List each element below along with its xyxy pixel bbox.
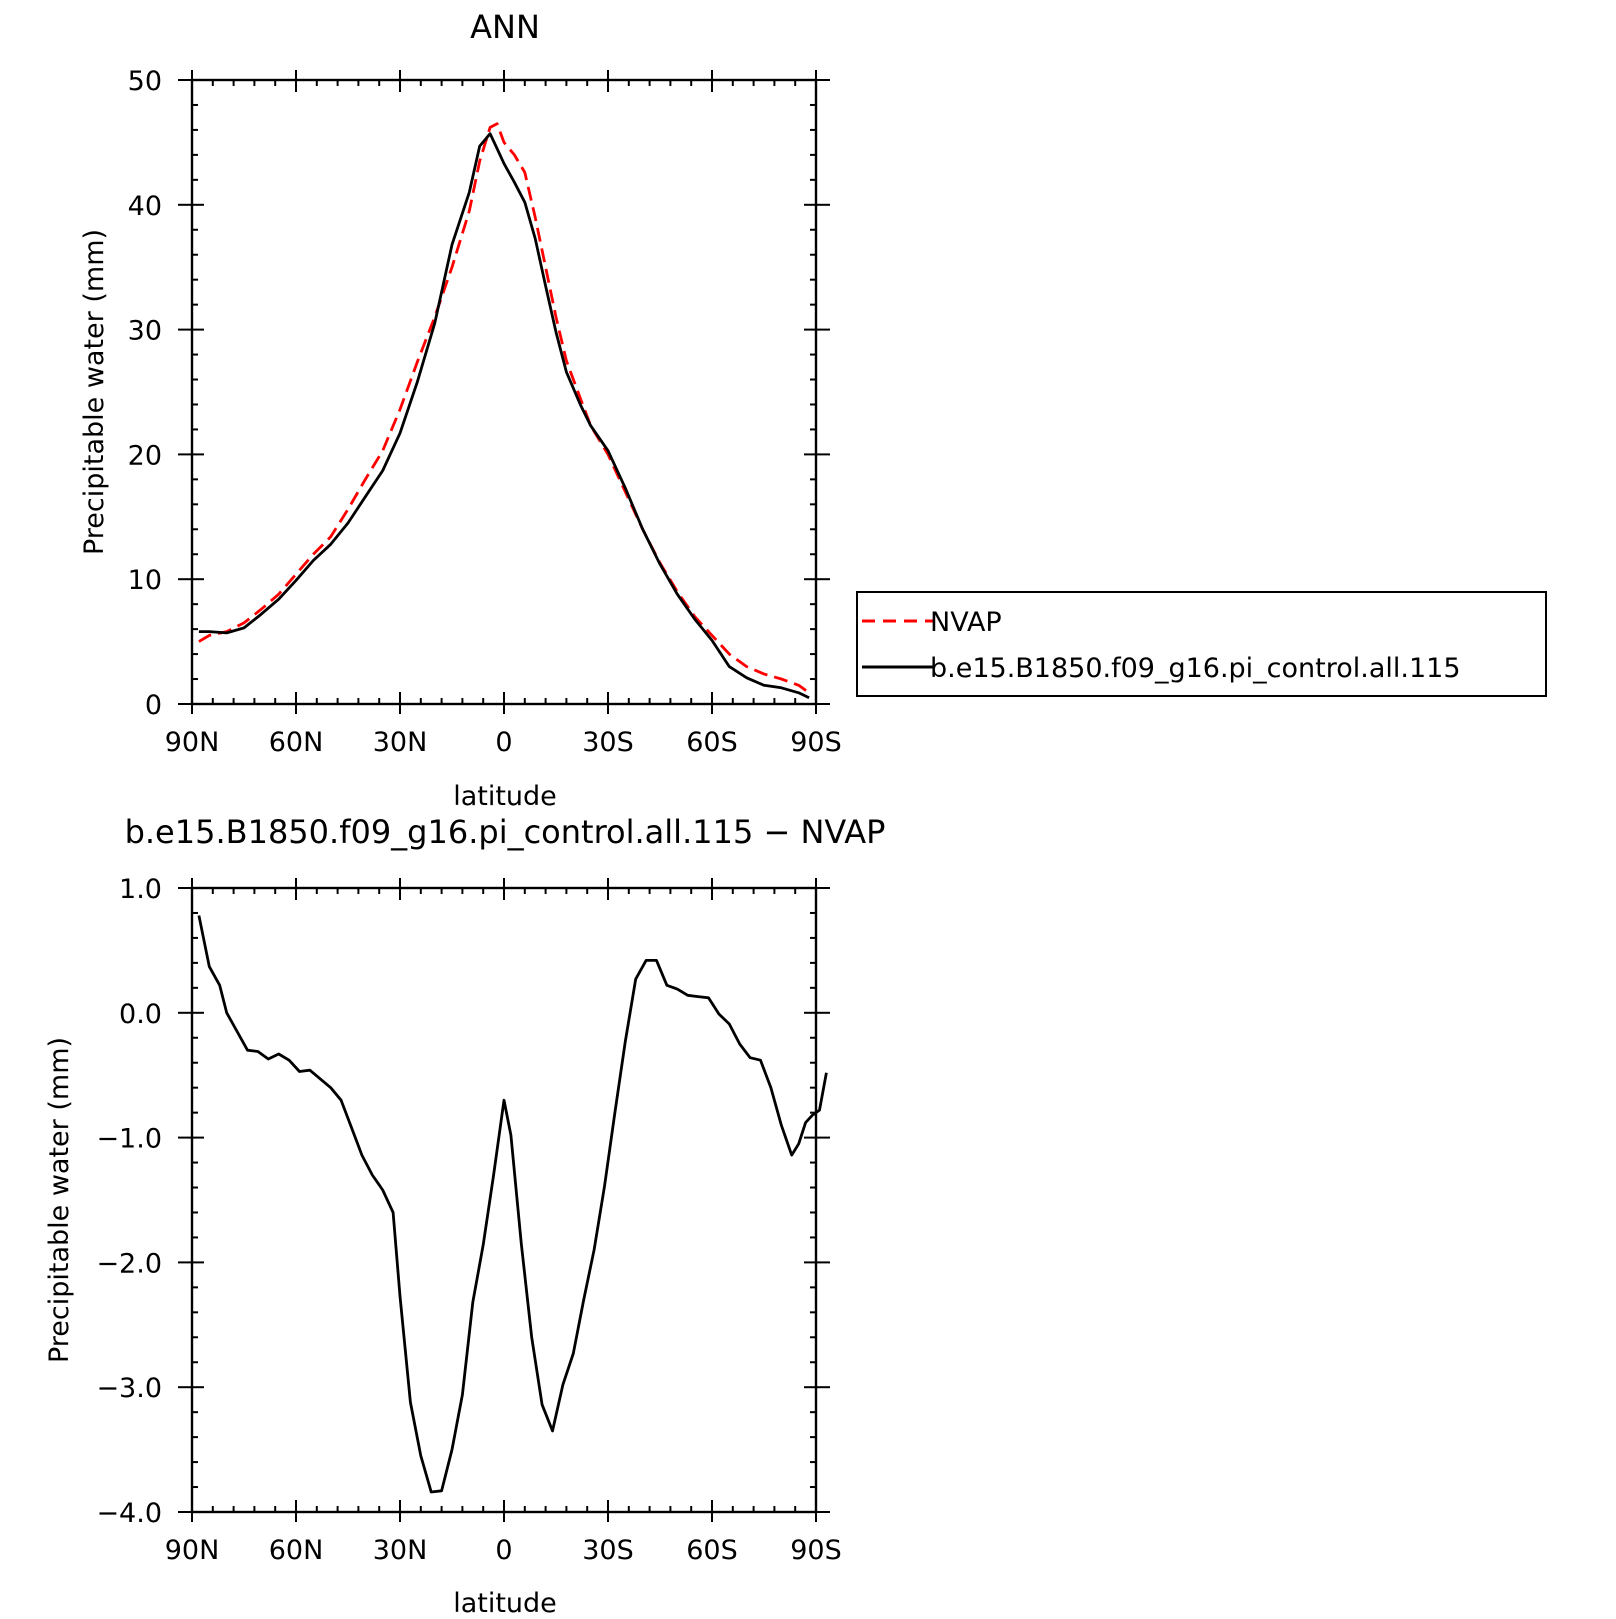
bottom-x-tick-label: 90S: [790, 1535, 842, 1566]
top-x-tick-label: 90N: [165, 727, 220, 758]
top-series-line-0: [198, 122, 810, 694]
bottom-y-tick-label: −4.0: [96, 1498, 162, 1529]
top-x-tick-labels: 90N 60N 30N 0 30S 60S 90S: [165, 727, 842, 758]
bottom-y-tick-label: −2.0: [96, 1248, 162, 1279]
top-axis-ticks: [178, 70, 830, 714]
legend-label-model: b.e15.B1850.f09_g16.pi_control.all.115: [930, 653, 1461, 684]
top-x-tick-label: 30N: [373, 727, 428, 758]
top-x-tick-label: 60S: [686, 727, 738, 758]
top-plot-frame: [190, 78, 818, 706]
top-y-tick-label: 10: [128, 565, 162, 596]
bottom-y-tick-label: 0.0: [119, 999, 162, 1030]
bottom-x-tick-label: 60S: [686, 1535, 738, 1566]
bottom-series-line-0: [197, 915, 828, 1494]
top-series-lines: [198, 122, 810, 700]
bottom-y-tick-label: 1.0: [119, 874, 162, 905]
top-x-tick-label: 60N: [269, 727, 324, 758]
bottom-axis-ticks: [178, 878, 830, 1522]
top-x-tick-label: 0: [495, 727, 512, 758]
top-panel: ANN 90N 60N 30N 0 30S 60S 90S 0 10 20 30 40 50 lati…: [79, 8, 1547, 812]
top-y-tick-label: 40: [128, 191, 162, 222]
bottom-y-axis-title: Precipitable water (mm): [44, 1037, 75, 1363]
top-y-axis-title: Precipitable water (mm): [79, 229, 110, 555]
bottom-plot-frame: [190, 886, 818, 1514]
top-y-tick-label: 30: [128, 316, 162, 347]
bottom-x-tick-label: 90N: [165, 1535, 220, 1566]
legend-label-nvap: NVAP: [930, 607, 1002, 638]
bottom-x-tick-label: 60N: [269, 1535, 324, 1566]
bottom-x-tick-label: 30N: [373, 1535, 428, 1566]
bottom-y-tick-label: −1.0: [96, 1124, 162, 1155]
bottom-y-tick-labels: 1.0 0.0 −1.0 −2.0 −3.0 −4.0: [96, 874, 162, 1529]
top-y-tick-label: 0: [145, 690, 162, 721]
top-y-tick-labels: 0 10 20 30 40 50: [128, 66, 162, 721]
bottom-x-axis-title: latitude: [453, 1588, 557, 1619]
top-y-tick-label: 50: [128, 66, 162, 97]
bottom-x-tick-label: 0: [495, 1535, 512, 1566]
top-x-axis-title: latitude: [453, 781, 557, 812]
top-x-tick-label: 90S: [790, 727, 842, 758]
bottom-x-tick-labels: 90N 60N 30N 0 30S 60S 90S: [165, 1535, 842, 1566]
bottom-x-tick-label: 30S: [582, 1535, 634, 1566]
bottom-y-tick-label: −3.0: [96, 1373, 162, 1404]
top-chart-title: ANN: [470, 8, 540, 46]
top-x-tick-label: 30S: [582, 727, 634, 758]
bottom-panel: b.e15.B1850.f09_g16.pi_control.all.115 −…: [44, 813, 885, 1619]
bottom-series-lines: [197, 915, 828, 1494]
legend: NVAP b.e15.B1850.f09_g16.pi_control.all.…: [856, 591, 1547, 697]
top-y-tick-label: 20: [128, 440, 162, 471]
bottom-chart-title: b.e15.B1850.f09_g16.pi_control.all.115 −…: [125, 813, 886, 851]
legend-box: [856, 591, 1547, 697]
top-series-line-1: [198, 132, 810, 700]
